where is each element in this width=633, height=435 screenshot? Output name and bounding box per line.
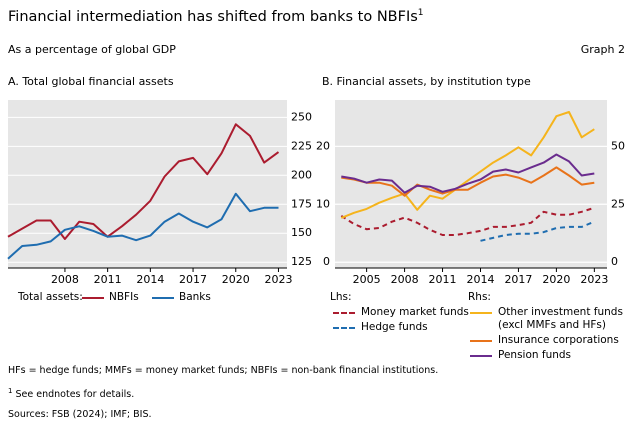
legend-title: Lhs:	[330, 291, 352, 303]
legend-label: Banks	[179, 291, 211, 303]
subtitle: As a percentage of global GDP	[8, 43, 176, 56]
x-tick-label: 2014	[466, 273, 494, 286]
graph-label: Graph 2	[580, 43, 625, 56]
legend-swatch	[470, 312, 492, 314]
legend-swatch	[333, 312, 355, 314]
series-line	[7, 123, 280, 240]
legend-title: Total assets:	[18, 291, 83, 303]
x-tick-label: 2008	[51, 273, 79, 286]
y-tick-label: 150	[291, 226, 312, 239]
legend-title: Rhs:	[468, 291, 491, 303]
legend-label: Insurance corporations	[498, 334, 619, 346]
series-line	[341, 153, 595, 194]
x-tick-label: 2005	[353, 273, 381, 286]
legend-label: Pension funds	[498, 349, 572, 361]
panel-title: A. Total global financial assets	[8, 75, 174, 88]
series-line	[340, 206, 595, 236]
x-tick-label: 2020	[542, 273, 570, 286]
y-tick-label: 50	[611, 139, 625, 152]
panel-title: B. Financial assets, by institution type	[322, 75, 531, 88]
legend-swatch	[152, 297, 174, 299]
y-tick-label: 250	[291, 110, 312, 123]
y-tick-label: 20	[316, 139, 330, 152]
series-line	[7, 192, 279, 260]
legend-swatch	[470, 340, 492, 342]
legend-label: Other investment funds (excl MMFs and HF…	[498, 306, 623, 331]
x-tick-label: 2023	[580, 273, 608, 286]
y-tick-label: 125	[291, 255, 312, 268]
y-tick-label: 10	[316, 197, 330, 210]
legend-swatch	[470, 355, 492, 357]
title: Financial intermediation has shifted fro…	[8, 8, 418, 25]
note: See endnotes for details.	[15, 389, 135, 401]
legend-swatch	[82, 297, 104, 299]
abbreviations: HFs = hedge funds; MMFs = money market f…	[8, 365, 439, 376]
x-tick-label: 2023	[264, 273, 292, 286]
series-line	[340, 111, 595, 219]
sources: Sources: FSB (2024); IMF; BIS.	[8, 409, 152, 420]
title-note: 1	[417, 8, 424, 18]
x-tick-label: 2017	[179, 273, 207, 286]
note-marker: 1	[8, 387, 13, 395]
x-tick-label: 2011	[94, 273, 122, 286]
series-line	[480, 220, 595, 242]
y-tick-label: 200	[291, 168, 312, 181]
x-tick-label: 2014	[136, 273, 164, 286]
x-tick-label: 2017	[504, 273, 532, 286]
series-line	[341, 166, 595, 197]
legend-swatch	[333, 327, 355, 329]
y-tick-label: 0	[323, 255, 330, 268]
x-tick-label: 2008	[391, 273, 419, 286]
legend-label: Money market funds	[361, 306, 469, 318]
x-tick-label: 2020	[222, 273, 250, 286]
y-tick-label: 0	[611, 255, 618, 268]
legend-label: Hedge funds	[361, 321, 428, 333]
legend-label: NBFIs	[109, 291, 139, 303]
plot-area	[8, 100, 287, 268]
y-tick-label: 25	[611, 197, 625, 210]
y-tick-label: 225	[291, 139, 312, 152]
y-tick-label: 175	[291, 197, 312, 210]
title-block: Financial intermediation has shifted fro…	[8, 8, 424, 25]
x-tick-label: 2011	[429, 273, 457, 286]
footnote: 1 See endnotes for details.	[8, 387, 134, 400]
plot-area	[335, 100, 607, 268]
